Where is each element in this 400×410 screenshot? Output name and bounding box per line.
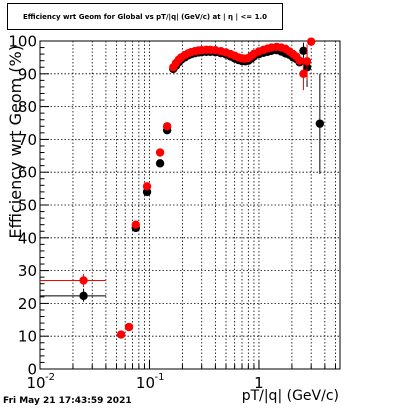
data-point bbox=[162, 122, 172, 131]
series-red bbox=[40, 37, 316, 339]
data-point bbox=[299, 69, 308, 79]
data-series bbox=[40, 37, 325, 339]
y-tick-label: 10 bbox=[18, 328, 37, 346]
y-tick-label: 50 bbox=[18, 197, 37, 215]
y-tick-label: 60 bbox=[18, 164, 37, 182]
data-point bbox=[124, 322, 134, 332]
data-point bbox=[299, 46, 308, 56]
timestamp: Fri May 21 17:43:59 2021 bbox=[3, 396, 132, 406]
y-tick-label: 90 bbox=[18, 65, 37, 83]
data-point bbox=[142, 182, 152, 191]
data-point bbox=[315, 119, 325, 128]
y-tick-label: 0 bbox=[27, 361, 37, 379]
chart-title: Efficiency wrt Geom for Global vs pT/|q|… bbox=[22, 12, 268, 21]
y-tick-label: 70 bbox=[18, 131, 37, 149]
x-tick-label: 10 bbox=[136, 374, 155, 392]
plot-frame bbox=[39, 40, 341, 370]
y-tick-label: 40 bbox=[18, 229, 37, 247]
data-point bbox=[79, 276, 88, 285]
y-tick-label: 30 bbox=[18, 262, 37, 280]
x-tick-exponent: -1 bbox=[154, 372, 164, 383]
x-tick-label: 1 bbox=[254, 374, 264, 392]
data-point bbox=[295, 56, 304, 65]
data-point bbox=[155, 148, 165, 157]
data-point bbox=[79, 291, 88, 301]
y-tick-label: 20 bbox=[18, 295, 37, 313]
data-point bbox=[302, 57, 312, 66]
axes bbox=[39, 40, 341, 370]
data-point bbox=[306, 37, 316, 46]
y-tick-label: 100 bbox=[8, 33, 37, 51]
y-tick-label: 80 bbox=[18, 98, 37, 116]
x-tick-label: 10 bbox=[26, 374, 45, 392]
x-tick-exponent: -2 bbox=[45, 372, 55, 383]
x-axis-label: pT/|q| (GeV/c) bbox=[242, 388, 339, 404]
data-point bbox=[116, 330, 126, 339]
chart-title-box: Efficiency wrt Geom for Global vs pT/|q|… bbox=[7, 3, 283, 30]
data-point bbox=[131, 220, 140, 229]
grid-lines bbox=[40, 41, 340, 369]
y-axis-label: Efficiency wrt Geom (%) bbox=[6, 45, 25, 239]
data-point bbox=[155, 159, 165, 168]
